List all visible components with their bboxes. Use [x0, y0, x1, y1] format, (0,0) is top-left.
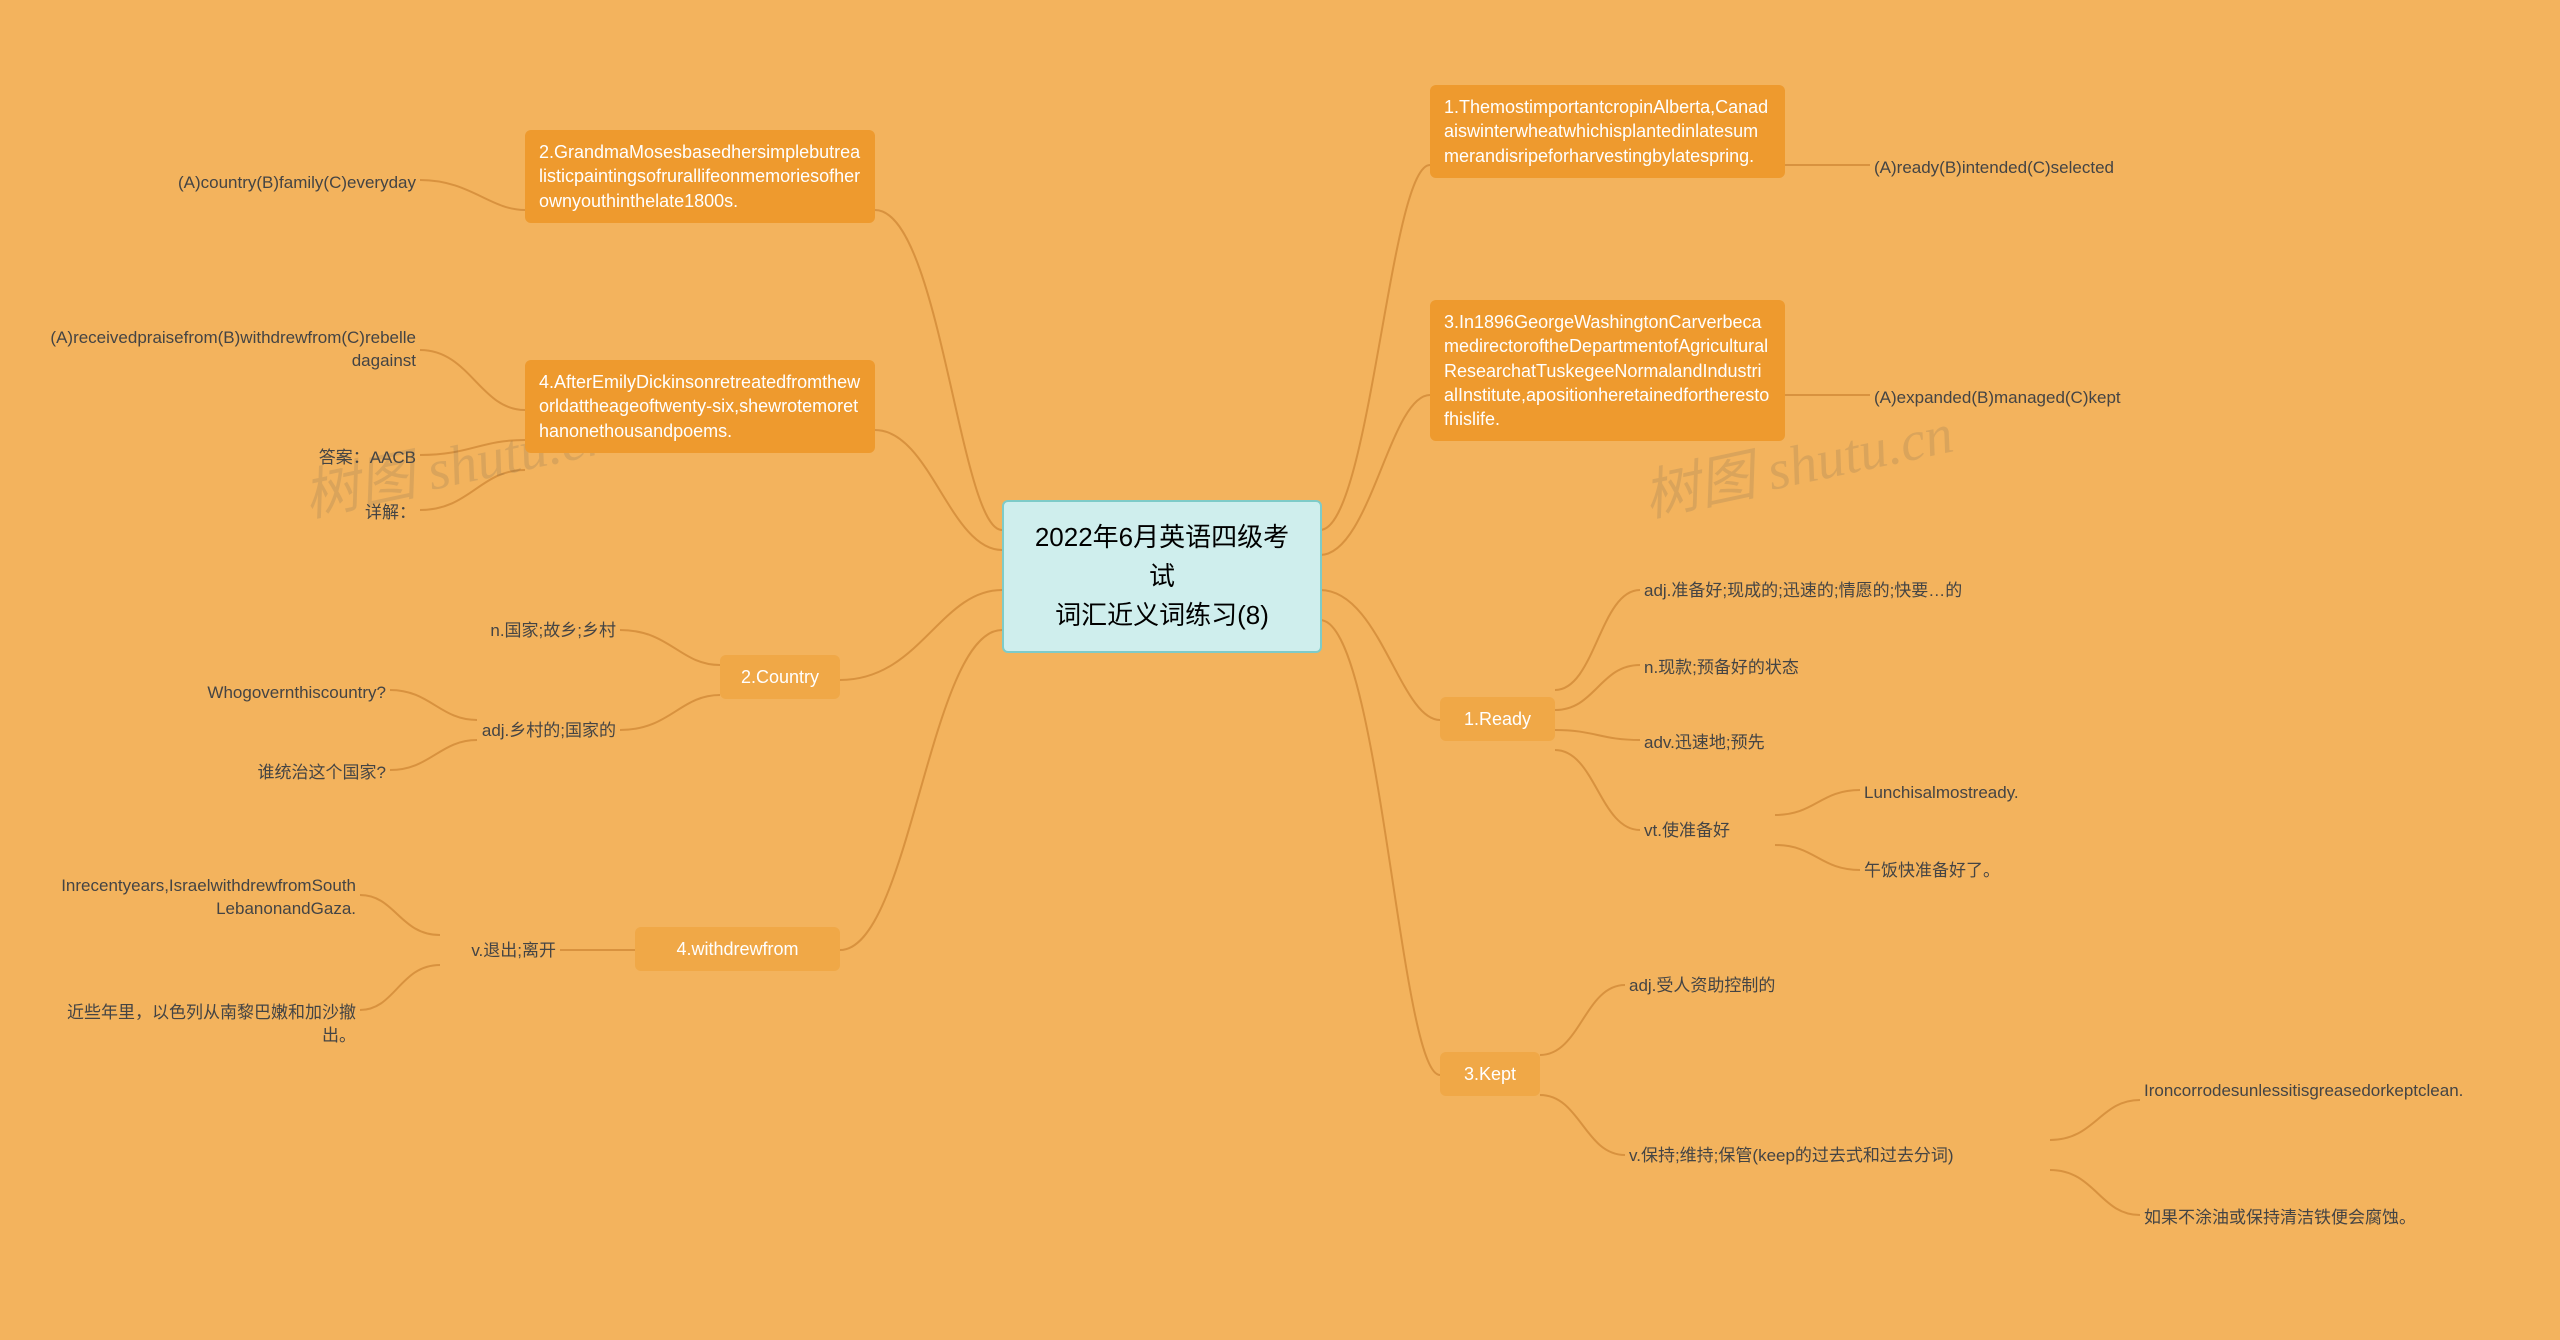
kept-ex-zh: 如果不涂油或保持清洁铁便会腐蚀。: [2140, 1205, 2530, 1232]
edges: [0, 0, 2560, 1340]
ready-d2: n.现款;预备好的状态: [1640, 655, 1860, 682]
q1-node[interactable]: 1.ThemostimportantcropinAlberta,Canadais…: [1430, 85, 1785, 178]
ready-d4: vt.使准备好: [1640, 818, 1775, 845]
q3-node[interactable]: 3.In1896GeorgeWashingtonCarverbecamedire…: [1430, 300, 1785, 441]
q3-options: (A)expanded(B)managed(C)kept: [1870, 385, 2200, 412]
country-ex-zh: 谁统治这个国家?: [210, 760, 390, 787]
withdrew-node[interactable]: 4.withdrewfrom: [635, 927, 840, 971]
withdrew-def: v.退出;离开: [450, 938, 560, 965]
country-ex-en: Whogovernthiscountry?: [165, 680, 390, 707]
country-def2: adj.乡村的;国家的: [477, 718, 620, 745]
ready-ex-zh: 午饭快准备好了。: [1860, 858, 2080, 885]
kept-ex-en: Ironcorrodesunlessitisgreasedorkeptclean…: [2140, 1078, 2535, 1105]
country-def1: n.国家;故乡;乡村: [460, 618, 620, 645]
q1-options: (A)ready(B)intended(C)selected: [1870, 155, 2200, 182]
q4-answer: 答案：AACB: [260, 445, 420, 472]
q2-node[interactable]: 2.GrandmaMosesbasedhersimplebutrealistic…: [525, 130, 875, 223]
country-node[interactable]: 2.Country: [720, 655, 840, 699]
root-line1: 2022年6月英语四级考试: [1026, 518, 1298, 596]
kept-node[interactable]: 3.Kept: [1440, 1052, 1540, 1096]
root-line2: 词汇近义词练习(8): [1026, 596, 1298, 635]
ready-ex-en: Lunchisalmostready.: [1860, 780, 2100, 807]
q4-detail: 详解：: [320, 500, 420, 527]
ready-d3: adv.迅速地;预先: [1640, 730, 1840, 757]
ready-node[interactable]: 1.Ready: [1440, 697, 1555, 741]
root-node[interactable]: 2022年6月英语四级考试 词汇近义词练习(8): [1002, 500, 1322, 653]
kept-d2: v.保持;维持;保管(keep的过去式和过去分词): [1625, 1143, 2055, 1170]
ready-d1: adj.准备好;现成的;迅速的;情愿的;快要…的: [1640, 578, 2030, 605]
q4-node[interactable]: 4.AfterEmilyDickinsonretreatedfromthewor…: [525, 360, 875, 453]
kept-d1: adj.受人资助控制的: [1625, 973, 1845, 1000]
withdrew-ex-en: Inrecentyears,IsraelwithdrewfromSouthLeb…: [50, 873, 360, 923]
q4-options: (A)receivedpraisefrom(B)withdrewfrom(C)r…: [45, 325, 420, 375]
withdrew-ex-zh: 近些年里，以色列从南黎巴嫩和加沙撤出。: [50, 1000, 360, 1050]
q2-options: (A)country(B)family(C)everyday: [90, 170, 420, 197]
